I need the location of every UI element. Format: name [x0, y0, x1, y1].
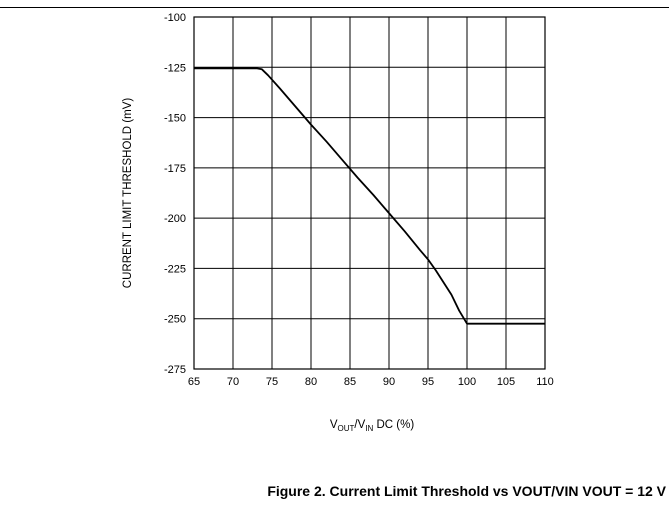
y-tick-label: -225 — [164, 263, 186, 275]
x-tick-label: 85 — [344, 376, 356, 388]
x-tick-label: 100 — [458, 376, 476, 388]
x-tick-label: 65 — [188, 376, 200, 388]
x-tick-label: 110 — [536, 376, 554, 388]
x-tick-label: 80 — [305, 376, 317, 388]
y-tick-label: -275 — [164, 364, 186, 376]
y-axis-label: CURRENT LIMIT THRESHOLD (mV) — [122, 98, 134, 289]
plot-frame — [193, 16, 546, 370]
x-tick-label: 90 — [383, 376, 395, 388]
y-tick-label: -125 — [164, 62, 186, 74]
tick-labels: 65 70 75 80 85 90 95 100 105 110 -100 -125 -150 -175 -… — [164, 12, 554, 388]
series-line-0 — [194, 67, 545, 325]
x-axis-label: VOUT/VIN DC (%) — [330, 419, 414, 433]
grid — [193, 16, 546, 370]
series-layer — [194, 67, 545, 325]
figure-caption: Figure 2. Current Limit Threshold vs VOU… — [267, 483, 666, 499]
x-tick-label: 95 — [422, 376, 434, 388]
x-tick-label: 70 — [227, 376, 239, 388]
x-tick-label: 75 — [266, 376, 278, 388]
y-tick-label: -100 — [164, 12, 186, 24]
x-tick-label: 105 — [497, 376, 515, 388]
y-tick-label: -175 — [164, 163, 186, 175]
y-tick-label: -150 — [164, 113, 186, 125]
y-tick-label: -250 — [164, 314, 186, 326]
y-tick-label: -200 — [164, 213, 186, 225]
